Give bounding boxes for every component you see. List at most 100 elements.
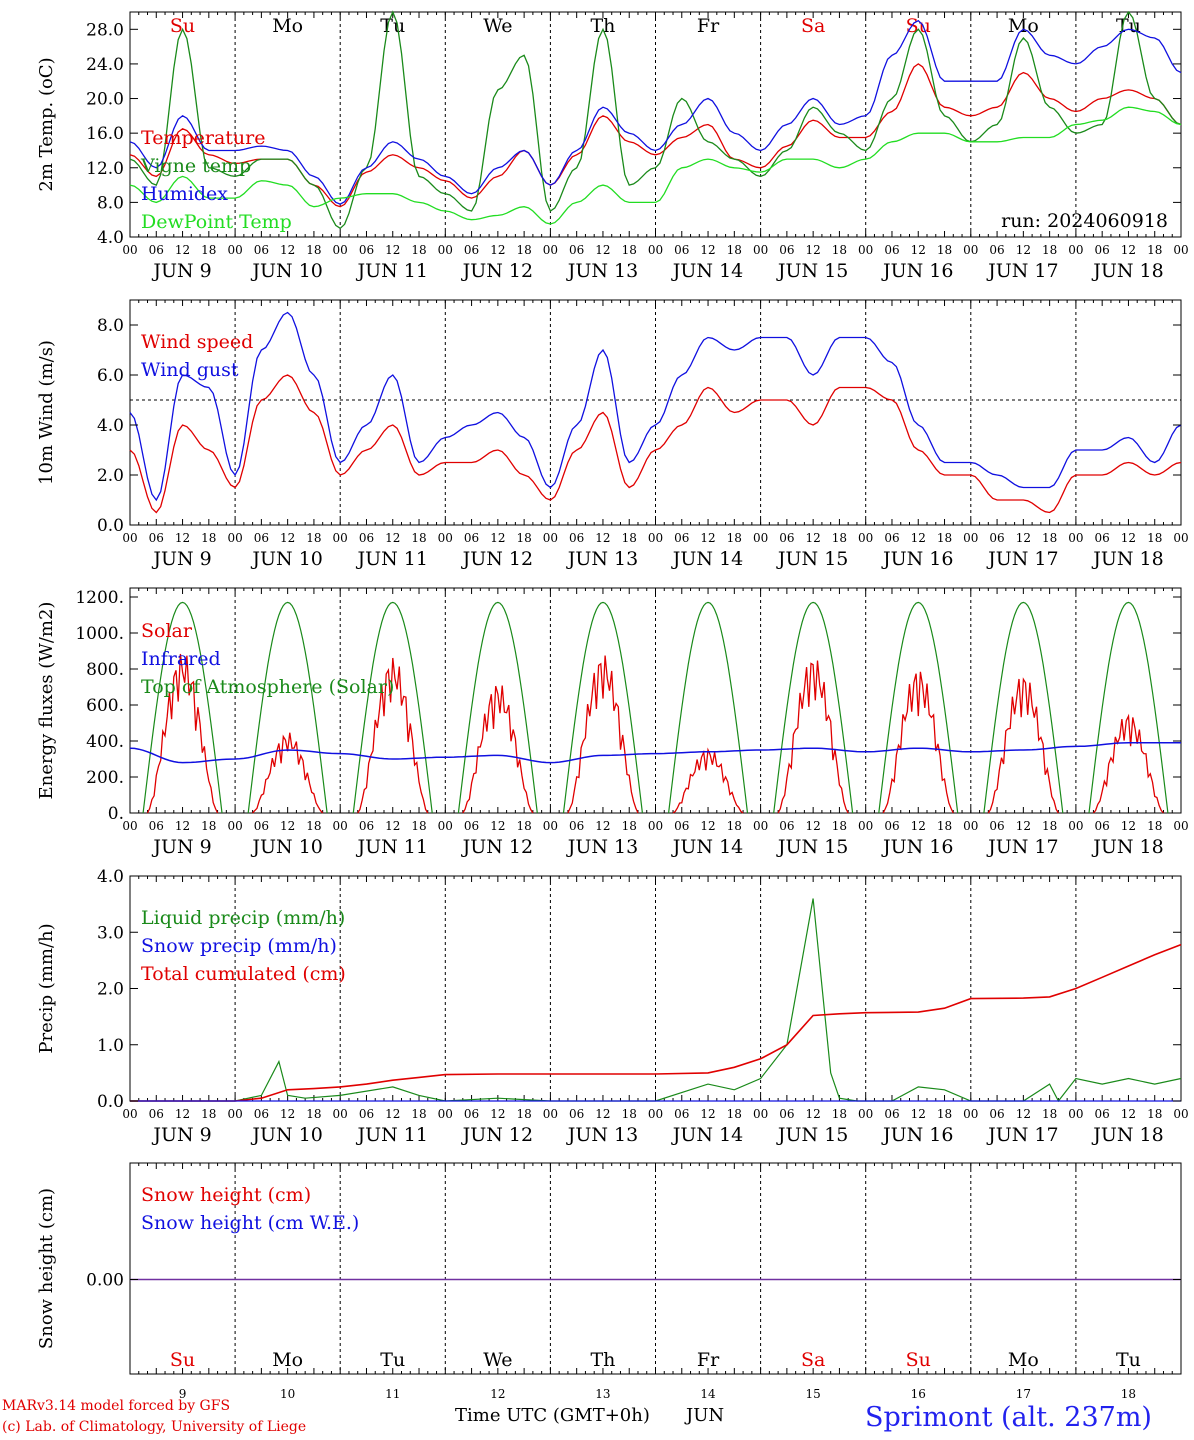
hour-tick-label: 12 xyxy=(280,243,295,257)
hour-tick-label: 00 xyxy=(858,243,873,257)
hour-tick-label: 00 xyxy=(648,531,663,545)
hour-tick-label: 12 xyxy=(700,531,715,545)
hour-tick-label: 18 xyxy=(1147,819,1162,833)
hour-tick-label: 18 xyxy=(727,819,742,833)
hour-tick-label: 12 xyxy=(911,1107,926,1121)
y-tick-label: 8.0 xyxy=(97,193,124,213)
hour-tick-label: 18 xyxy=(516,243,531,257)
day-number-label: 14 xyxy=(700,1387,716,1401)
hour-tick-label: 06 xyxy=(254,1107,269,1121)
hour-tick-label: 06 xyxy=(884,243,899,257)
date-label: JUN 12 xyxy=(461,1124,533,1146)
y-tick-label: 28.0 xyxy=(86,20,124,40)
legend-entry: Vigne temp xyxy=(140,155,251,177)
hour-tick-label: 00 xyxy=(1068,1107,1083,1121)
hour-tick-label: 06 xyxy=(779,819,794,833)
hour-tick-label: 18 xyxy=(1042,243,1057,257)
date-label: JUN 11 xyxy=(356,548,428,570)
hour-tick-label: 06 xyxy=(779,243,794,257)
date-label: JUN 14 xyxy=(671,836,743,858)
hour-tick-label: 06 xyxy=(359,1107,374,1121)
day-number-label: 9 xyxy=(179,1387,187,1401)
hour-tick-label: 18 xyxy=(727,243,742,257)
date-label: JUN 18 xyxy=(1091,1124,1163,1146)
hour-tick-label: 18 xyxy=(201,531,216,545)
y-tick-label: 3.0 xyxy=(97,923,124,943)
series-solar-day xyxy=(462,685,534,814)
date-label: JUN 12 xyxy=(461,548,533,570)
hour-tick-label: 00 xyxy=(858,531,873,545)
date-label: JUN 10 xyxy=(250,836,322,858)
hour-tick-label: 12 xyxy=(385,531,400,545)
hour-tick-label: 06 xyxy=(464,243,479,257)
hour-tick-label: 18 xyxy=(411,531,426,545)
hour-tick-label: 18 xyxy=(201,1107,216,1121)
hour-tick-label: 12 xyxy=(385,243,400,257)
hour-tick-label: 12 xyxy=(175,819,190,833)
hour-tick-label: 18 xyxy=(201,819,216,833)
day-name-label: Mo xyxy=(1008,15,1039,37)
series-solar-day xyxy=(672,747,744,814)
hour-tick-label: 00 xyxy=(438,819,453,833)
hour-tick-label: 06 xyxy=(464,819,479,833)
hour-tick-label: 06 xyxy=(464,531,479,545)
series-toa-day xyxy=(457,601,538,814)
date-label: JUN 16 xyxy=(881,836,953,858)
hour-tick-label: 00 xyxy=(648,1107,663,1121)
series-solar-day xyxy=(357,657,429,814)
hour-tick-label: 18 xyxy=(306,819,321,833)
hour-tick-label: 12 xyxy=(1121,1107,1136,1121)
y-tick-label: 200. xyxy=(86,768,124,788)
hour-tick-label: 00 xyxy=(122,531,137,545)
hour-tick-label: 00 xyxy=(333,1107,348,1121)
legend-entry: Top of Atmosphere (Solar) xyxy=(141,676,394,698)
hour-tick-label: 12 xyxy=(1016,819,1031,833)
hour-tick-label: 00 xyxy=(963,819,978,833)
series-toa-day xyxy=(142,601,223,814)
date-label: JUN 13 xyxy=(566,1124,638,1146)
hour-tick-label: 00 xyxy=(753,531,768,545)
hour-tick-label: 06 xyxy=(1095,243,1110,257)
hour-tick-label: 06 xyxy=(989,1107,1004,1121)
hour-tick-label: 12 xyxy=(806,819,821,833)
hour-tick-label: 06 xyxy=(569,531,584,545)
hour-tick-label: 00 xyxy=(438,243,453,257)
date-label: JUN 10 xyxy=(250,548,322,570)
hour-tick-label: 06 xyxy=(989,819,1004,833)
hour-tick-label: 00 xyxy=(963,1107,978,1121)
hour-tick-label: 06 xyxy=(569,1107,584,1121)
hour-tick-label: 00 xyxy=(227,819,242,833)
hour-tick-label: 06 xyxy=(254,531,269,545)
day-name-label: Su xyxy=(170,15,195,37)
hour-tick-label: 18 xyxy=(201,243,216,257)
day-name-label: Mo xyxy=(272,15,303,37)
hour-tick-label: 00 xyxy=(122,1107,137,1121)
day-name-label: Mo xyxy=(1008,1349,1039,1371)
day-number-label: 11 xyxy=(385,1387,400,1401)
hour-tick-label: 06 xyxy=(674,531,689,545)
hour-tick-label: 12 xyxy=(490,531,505,545)
hour-tick-label: 00 xyxy=(122,819,137,833)
y-tick-label: 1200. xyxy=(75,588,124,608)
y-tick-label: 4.0 xyxy=(97,867,124,887)
hour-tick-label: 18 xyxy=(937,819,952,833)
hour-tick-label: 12 xyxy=(700,1107,715,1121)
series-toa-day xyxy=(562,601,643,814)
date-label: JUN 14 xyxy=(671,1124,743,1146)
date-label: JUN 9 xyxy=(151,1124,211,1146)
hour-tick-label: 00 xyxy=(227,243,242,257)
hour-tick-label: 12 xyxy=(700,819,715,833)
location-label: Sprimont (alt. 237m) xyxy=(865,1402,1152,1433)
hour-tick-label: 12 xyxy=(280,1107,295,1121)
hour-tick-label: 18 xyxy=(411,1107,426,1121)
series-toa-day xyxy=(1088,601,1169,814)
hour-tick-label: 18 xyxy=(622,243,637,257)
y-tick-label: 6.0 xyxy=(97,366,124,386)
model-credit: MARv3.14 model forced by GFS xyxy=(2,1398,231,1414)
hour-tick-label: 18 xyxy=(622,531,637,545)
hour-tick-label: 00 xyxy=(858,1107,873,1121)
hour-tick-label: 12 xyxy=(385,1107,400,1121)
date-label: JUN 18 xyxy=(1091,836,1163,858)
y-tick-label: 2.0 xyxy=(97,980,124,1000)
